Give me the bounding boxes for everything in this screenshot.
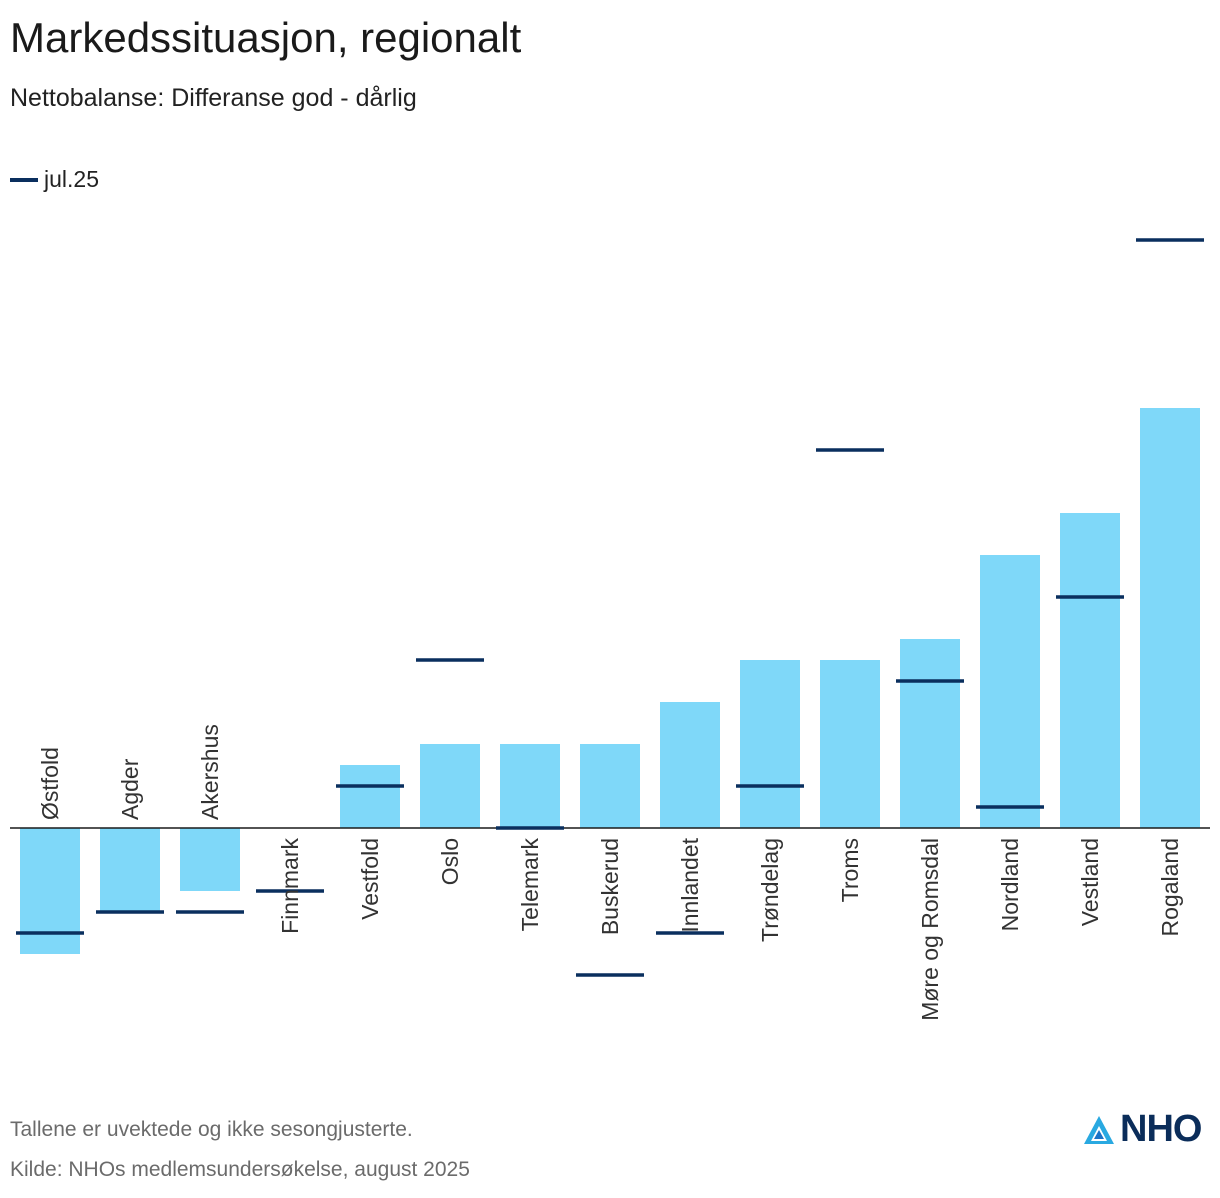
bar-troms xyxy=(820,660,880,828)
chart-subtitle: Nettobalanse: Differanse god - dårlig xyxy=(10,84,417,112)
category-label-troms: Troms xyxy=(837,838,863,902)
legend-label: jul.25 xyxy=(44,166,99,192)
category-label-telemark: Telemark xyxy=(517,838,543,932)
bar-buskerud xyxy=(580,744,640,828)
category-label--stfold: Østfold xyxy=(37,747,63,820)
nho-logo-icon xyxy=(1084,1115,1114,1144)
markers-group xyxy=(16,238,1204,977)
bar-vestland xyxy=(1060,513,1120,828)
category-label-akershus: Akershus xyxy=(197,724,223,820)
bar-agder xyxy=(100,828,160,912)
category-labels-group: Østfold Agder Akershus Finnmark Vestfold Oslo… xyxy=(37,724,1183,1021)
category-label-tr-ndelag: Trøndelag xyxy=(757,838,783,942)
category-label-vestfold: Vestfold xyxy=(357,838,383,920)
bar-m-re-og-romsdal xyxy=(900,639,960,828)
category-label-innlandet: Innlandet xyxy=(677,837,703,932)
category-label-finnmark: Finnmark xyxy=(277,838,303,934)
bar-rogaland xyxy=(1140,408,1200,828)
bar-akershus xyxy=(180,828,240,891)
category-label-m-re-og-romsdal: Møre og Romsdal xyxy=(917,838,943,1021)
bar-oslo xyxy=(420,744,480,828)
bar-vestfold xyxy=(340,765,400,828)
legend-swatch xyxy=(10,177,38,182)
bar-nordland xyxy=(980,555,1040,828)
category-label-oslo: Oslo xyxy=(437,838,463,885)
nho-logo-text: NHO xyxy=(1120,1108,1202,1150)
category-label-vestland: Vestland xyxy=(1077,838,1103,926)
source-note: Kilde: NHOs medlemsundersøkelse, august … xyxy=(10,1158,470,1181)
nho-logo: NHO xyxy=(1082,1108,1202,1151)
category-label-rogaland: Rogaland xyxy=(1157,838,1183,936)
bar-tr-ndelag xyxy=(740,660,800,828)
bar-innlandet xyxy=(660,702,720,828)
category-label-nordland: Nordland xyxy=(997,838,1023,931)
chart-title: Markedssituasjon, regionalt xyxy=(10,14,522,61)
bar--stfold xyxy=(20,828,80,954)
category-label-agder: Agder xyxy=(117,758,143,820)
footnote: Tallene er uvektede og ikke sesongjuster… xyxy=(10,1118,413,1141)
bar-telemark xyxy=(500,744,560,828)
category-label-buskerud: Buskerud xyxy=(597,838,623,935)
legend: jul.25 xyxy=(10,166,99,193)
